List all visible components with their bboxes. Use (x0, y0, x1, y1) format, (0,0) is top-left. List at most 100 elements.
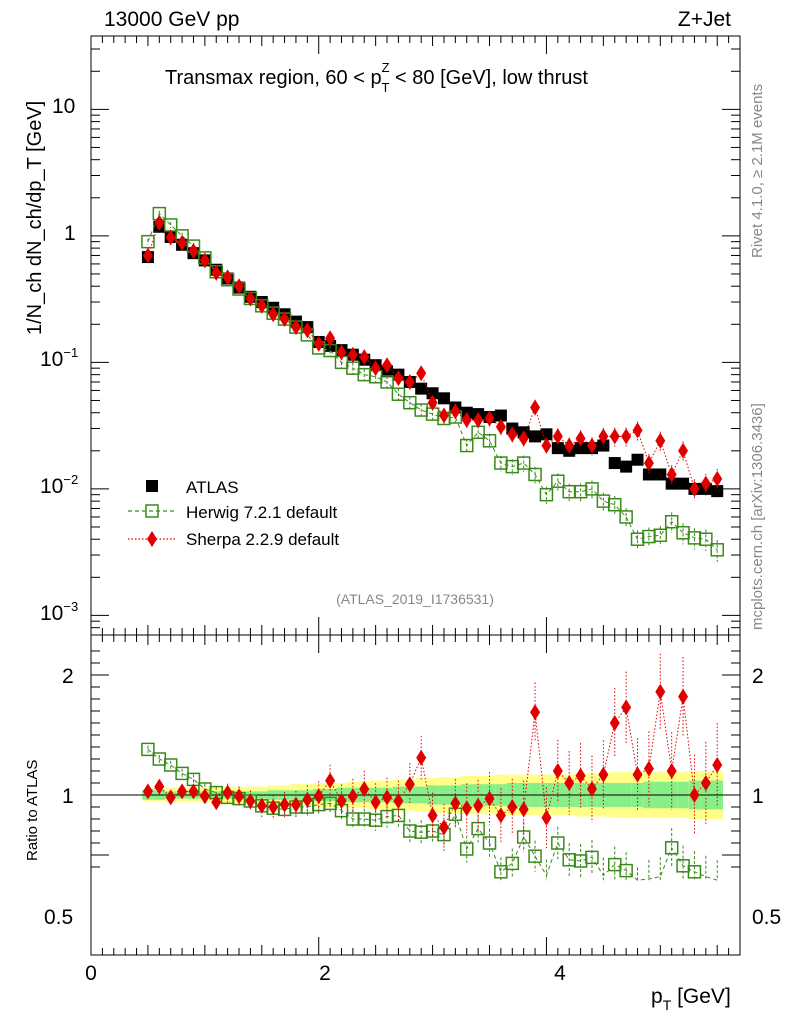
data-point-sherpa (678, 442, 689, 459)
ratio-point-sherpa (347, 788, 358, 805)
data-point-atlas (415, 382, 428, 395)
data-point-sherpa (586, 437, 597, 454)
ratio-point-sherpa (586, 781, 597, 797)
ratio-point-herwig (528, 849, 542, 863)
ytick-label-1: 1 (64, 222, 76, 245)
ratio-point-sherpa (450, 795, 461, 812)
ratio-point-sherpa (336, 793, 347, 809)
ratio-point-sherpa (290, 796, 301, 813)
data-point-sherpa (382, 357, 393, 374)
data-point-atlas (711, 485, 724, 498)
ratio-point-sherpa (484, 790, 495, 807)
xtick-2: 2 (319, 962, 331, 985)
data-point-herwig (539, 487, 554, 502)
ratio-point-sherpa (678, 688, 689, 705)
ratio-point-sherpa (302, 791, 313, 808)
data-point-atlas (494, 409, 507, 422)
ratio-point-sherpa (575, 767, 586, 784)
ratio-point-sherpa (177, 783, 188, 800)
ratio-ytick-1-right: 1 (752, 785, 764, 808)
ratio-point-sherpa (279, 796, 290, 813)
data-point-atlas (608, 457, 621, 470)
ratio-y-tick-labels: 2 1 0.5 2 1 0.5 (44, 665, 781, 929)
data-point-sherpa (279, 311, 290, 328)
ratio-point-sherpa (154, 778, 165, 795)
ratio-point-sherpa (643, 760, 654, 777)
ratio-point-sherpa (234, 788, 245, 805)
main-panel (90, 35, 741, 636)
data-point-sherpa (575, 430, 586, 447)
ratio-y-axis-label: Ratio to ATLAS (24, 760, 41, 861)
ratio-point-sherpa (142, 783, 153, 800)
data-point-sherpa (473, 412, 484, 429)
ratio-point-herwig (551, 836, 565, 850)
data-point-sherpa (552, 428, 563, 445)
ytick-label-1e-2: 10−2 (40, 472, 78, 498)
data-point-sherpa (245, 290, 256, 307)
x-axis-label: pT [GeV] (651, 985, 731, 1013)
ratio-point-sherpa (416, 749, 427, 766)
data-point-sherpa (234, 278, 245, 295)
data-point-sherpa (530, 399, 541, 416)
ratio-point-sherpa (700, 775, 711, 791)
ratio-point-sherpa (393, 793, 404, 809)
ratio-ytick-0.5-right: 0.5 (752, 906, 781, 929)
data-point-atlas (529, 430, 542, 443)
ratio-point-sherpa (621, 699, 632, 716)
data-point-herwig (380, 375, 394, 389)
data-point-herwig (459, 438, 474, 453)
data-point-sherpa (416, 365, 427, 382)
data-point-sherpa (359, 349, 370, 366)
ratio-point-sherpa (712, 757, 723, 773)
legend-marker-atlas (146, 480, 158, 492)
data-point-sherpa (484, 410, 495, 427)
data-point-herwig (403, 395, 417, 410)
ratio-point-sherpa (666, 763, 677, 779)
ratio-point-sherpa (325, 772, 336, 789)
ratio-point-sherpa (461, 800, 472, 817)
data-point-atlas (540, 428, 553, 441)
ratio-point-sherpa (598, 766, 609, 783)
ratio-point-sherpa (211, 794, 222, 811)
ratio-point-sherpa (359, 781, 370, 797)
main-y-axis-label: 1/N_ch dN_ch/dp_T [GeV] (24, 101, 46, 335)
xtick-4: 4 (554, 962, 566, 985)
data-point-sherpa (290, 319, 301, 336)
ratio-point-sherpa (313, 788, 324, 805)
data-point-herwig (608, 497, 622, 512)
ratio-point-herwig (323, 796, 337, 811)
series-line-2 (147, 221, 718, 490)
ratio-point-sherpa (495, 807, 506, 824)
ytick-label-1e-1: 10−1 (40, 345, 78, 371)
data-point-atlas (654, 468, 667, 481)
ratio-point-sherpa (530, 704, 541, 721)
data-point-herwig (619, 510, 633, 524)
ratio-point-herwig (482, 836, 497, 850)
ratio-point-sherpa (438, 819, 449, 836)
data-point-sherpa (370, 360, 381, 377)
data-point-sherpa (256, 297, 267, 314)
ratio-point-herwig (459, 842, 474, 856)
ratio-frame (90, 634, 741, 956)
data-point-sherpa (222, 269, 233, 286)
ytick-label-10: 10 (52, 95, 75, 118)
data-point-sherpa (609, 428, 620, 445)
main-title: Transmax region, 60 < pZ T < 80 [GeV], lo… (165, 60, 588, 95)
data-point-sherpa (655, 432, 666, 449)
main-y-tick-labels: 10 1 10−1 10−2 10−3 (40, 95, 78, 625)
data-point-sherpa (564, 437, 575, 454)
ratio-point-herwig (505, 856, 520, 871)
legend-label-herwig: Herwig 7.2.1 default (186, 503, 337, 522)
data-point-herwig (653, 528, 668, 543)
data-point-sherpa (211, 264, 222, 281)
legend-marker-herwig (145, 504, 159, 518)
data-point-sherpa (541, 437, 552, 454)
ratio-point-sherpa (256, 797, 267, 814)
ratio-point-sherpa (473, 797, 484, 814)
ratio-point-herwig (664, 841, 679, 855)
data-point-sherpa (154, 214, 165, 231)
ratio-point-sherpa (222, 784, 233, 801)
data-point-sherpa (518, 430, 529, 447)
data-point-atlas (620, 460, 633, 473)
rivet-version-label: Rivet 4.1.0, ≥ 2.1M events (749, 84, 766, 258)
